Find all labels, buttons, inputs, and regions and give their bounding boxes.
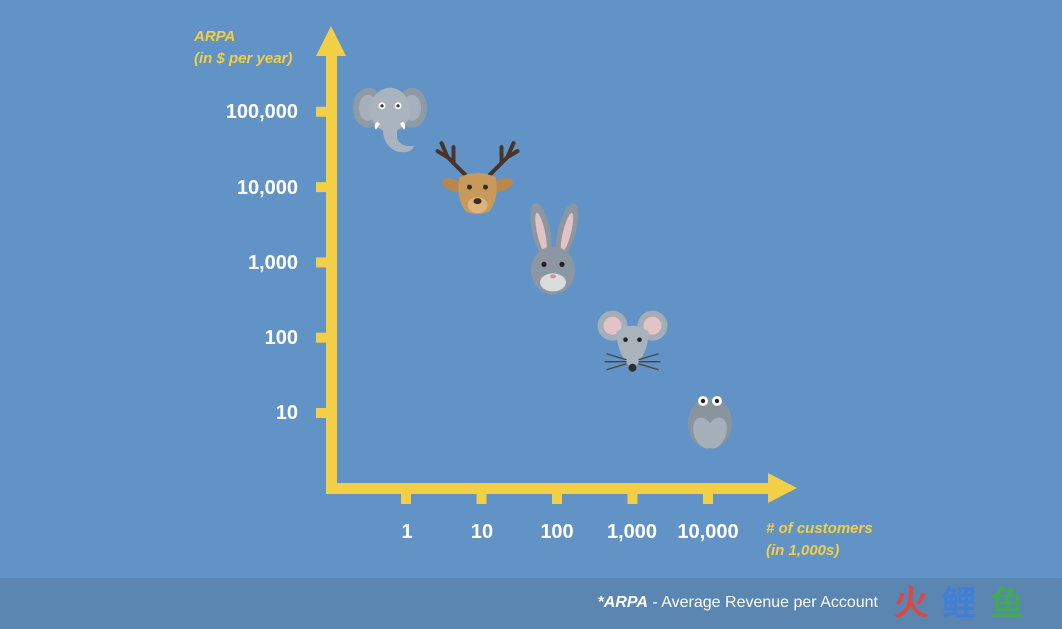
x-axis-title-line: # of customers (766, 520, 873, 537)
y-tick-label: 1,000 (247, 252, 298, 274)
y-tick-label: 10 (275, 402, 298, 424)
x-tick-label: 10,000 (677, 521, 739, 543)
x-tick-mark (552, 492, 562, 504)
x-tick-mark (627, 492, 638, 504)
axes (316, 26, 797, 503)
y-axis-title-line: ARPA (194, 28, 236, 45)
rabbit-icon (526, 201, 583, 295)
y-tick-label: 100,000 (225, 101, 298, 123)
deer-icon (435, 141, 520, 217)
watermark-char: 鲤 (942, 585, 976, 623)
footnote-definition: - Average Revenue per Account (647, 594, 878, 611)
y-tick-mark (316, 408, 328, 418)
footnote-term: *ARPA (597, 594, 648, 611)
y-tick-label: 100 (264, 327, 298, 349)
y-tick-mark (316, 332, 328, 343)
footer-bar: *ARPA - Average Revenue per Account 火 鲤 … (0, 578, 1062, 629)
x-axis-title: # of customers (in 1,000s) (766, 518, 873, 562)
data-points (353, 87, 732, 452)
y-tick-mark (316, 257, 328, 268)
footnote: *ARPA - Average Revenue per Account (598, 593, 878, 613)
y-axis-title-line: (in $ per year) (194, 50, 293, 67)
watermark-char: 火 (894, 585, 928, 623)
x-tick-label: 10 (470, 521, 494, 543)
x-tick-mark (476, 492, 487, 504)
x-axis-arrow (768, 473, 797, 503)
watermark-char: 鱼 (990, 585, 1024, 623)
y-tick-mark (316, 182, 328, 193)
tick-marks (316, 106, 713, 504)
elephant-icon (353, 87, 427, 153)
y-axis-title: ARPA (in $ per year) (194, 26, 292, 70)
x-tick-label: 1 (401, 521, 413, 543)
y-tick-mark (316, 106, 328, 117)
x-tick-label: 100 (540, 521, 574, 543)
y-axis-arrow (316, 26, 346, 56)
x-tick-label: 1,000 (606, 521, 658, 543)
x-tick-mark (703, 492, 713, 504)
mouse-icon (596, 310, 669, 373)
x-axis-title-line: (in 1,000s) (766, 542, 840, 559)
x-tick-mark (401, 492, 411, 504)
y-axis-line (326, 54, 337, 494)
x-axis-line (326, 483, 772, 494)
fly-icon (688, 396, 732, 452)
y-tick-label: 10,000 (236, 177, 298, 199)
